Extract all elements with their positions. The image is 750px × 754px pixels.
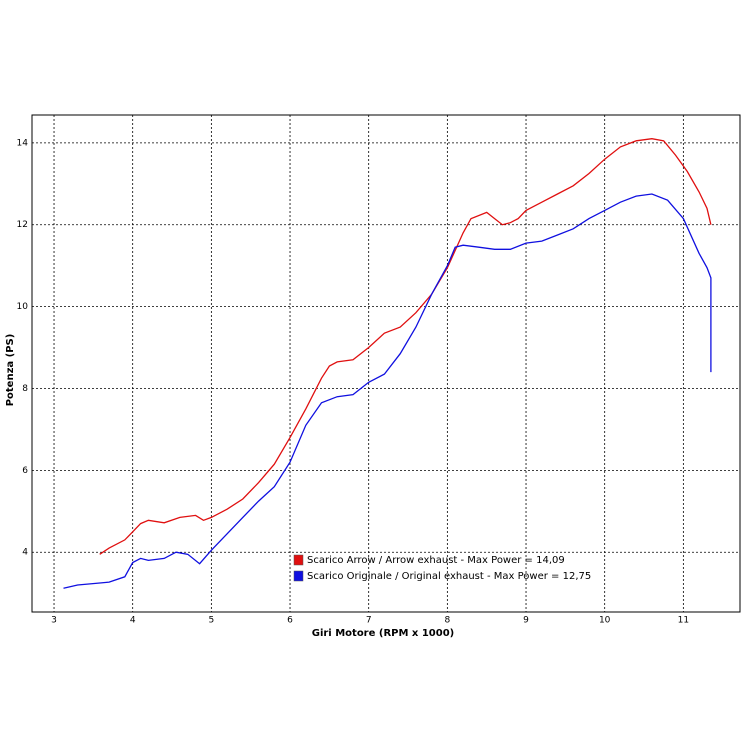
y-axis-label: Potenza (PS): [5, 334, 16, 407]
data-line: [99, 138, 712, 555]
x-tick-label: 8: [444, 616, 450, 626]
x-tick-label: 11: [678, 616, 689, 626]
y-tick-label: 12: [17, 220, 28, 230]
plot-frame: [31, 114, 741, 613]
y-tick-label: 10: [17, 302, 29, 312]
legend-label: Scarico Arrow / Arrow exhaust - Max Powe…: [307, 555, 565, 566]
y-tick-label: 4: [22, 548, 28, 558]
y-tick-label: 14: [17, 138, 29, 148]
y-tick-label: 6: [22, 466, 28, 476]
x-tick-label: 4: [130, 616, 136, 626]
x-tick-label: 3: [51, 616, 57, 626]
x-axis-label: Giri Motore (RPM x 1000): [312, 628, 455, 639]
data-line: [63, 193, 712, 589]
y-tick-label: 8: [22, 384, 28, 394]
legend-swatch: [293, 570, 304, 582]
x-tick-label: 5: [208, 616, 214, 626]
x-tick-label: 9: [523, 616, 529, 626]
x-tick-label: 6: [287, 616, 293, 626]
x-tick-label: 10: [599, 616, 611, 626]
x-tick-label: 7: [366, 616, 372, 626]
legend-label: Scarico Originale / Original exhaust - M…: [307, 571, 591, 582]
legend-swatch: [293, 554, 304, 566]
